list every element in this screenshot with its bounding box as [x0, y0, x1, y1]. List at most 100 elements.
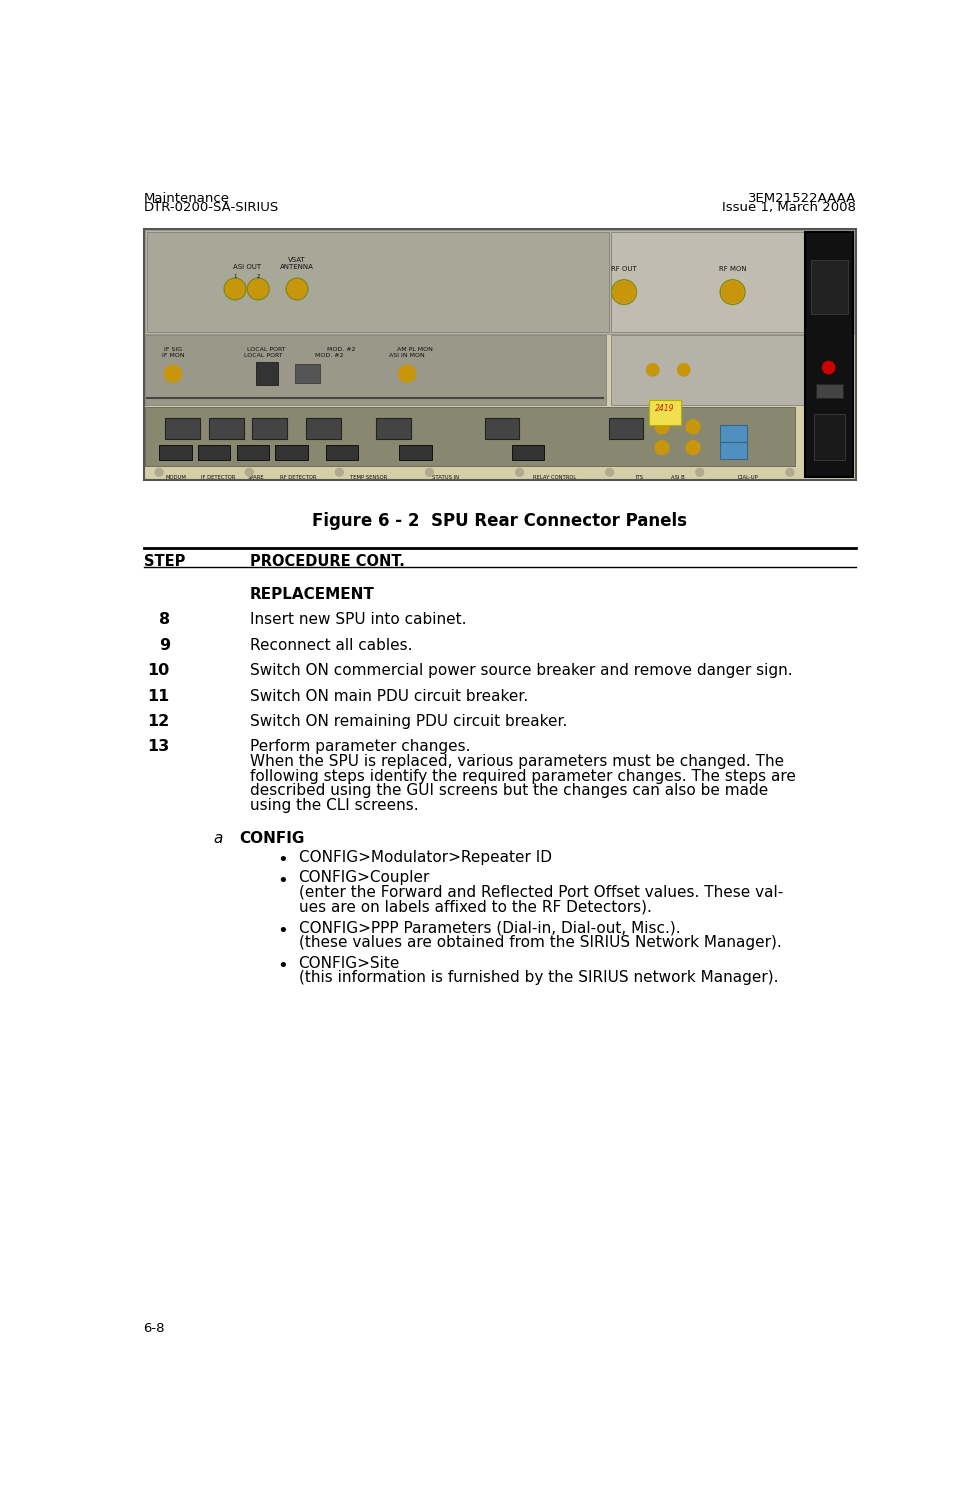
Text: DIAL-UP: DIAL-UP — [738, 476, 759, 480]
Bar — [198, 445, 230, 461]
Text: STEP: STEP — [143, 554, 185, 569]
Text: 8: 8 — [159, 613, 170, 627]
Circle shape — [425, 468, 433, 476]
Bar — [237, 445, 269, 461]
Text: 9: 9 — [159, 637, 170, 652]
Circle shape — [613, 281, 635, 304]
Text: CONFIG>Site: CONFIG>Site — [298, 956, 400, 971]
Circle shape — [696, 468, 704, 476]
Circle shape — [155, 468, 163, 476]
Bar — [166, 418, 200, 439]
Text: Insert new SPU into cabinet.: Insert new SPU into cabinet. — [250, 613, 466, 627]
Text: ues are on labels affixed to the RF Detectors).: ues are on labels affixed to the RF Dete… — [298, 900, 651, 915]
Text: SPARE: SPARE — [248, 476, 264, 480]
Text: ASI B: ASI B — [672, 476, 685, 480]
Bar — [145, 335, 606, 405]
Circle shape — [823, 361, 835, 373]
Bar — [811, 260, 848, 314]
Circle shape — [786, 468, 794, 476]
Text: Switch ON remaining PDU circuit breaker.: Switch ON remaining PDU circuit breaker. — [250, 714, 567, 729]
Circle shape — [646, 364, 659, 376]
Text: Switch ON commercial power source breaker and remove danger sign.: Switch ON commercial power source breake… — [250, 663, 793, 678]
Bar — [326, 445, 358, 461]
Bar — [253, 418, 287, 439]
Text: RF MON: RF MON — [719, 266, 747, 272]
Text: DTR-0200-SA-SIRIUS: DTR-0200-SA-SIRIUS — [143, 201, 279, 214]
Text: IF SIG: IF SIG — [164, 347, 182, 352]
Bar — [804, 233, 853, 477]
Bar — [608, 418, 644, 439]
Text: Switch ON main PDU circuit breaker.: Switch ON main PDU circuit breaker. — [250, 689, 528, 704]
Bar — [145, 406, 796, 467]
Bar — [210, 418, 245, 439]
Text: AM PL MON: AM PL MON — [397, 347, 433, 352]
Text: RELAY CONTROL: RELAY CONTROL — [532, 476, 576, 480]
Text: 10: 10 — [147, 663, 170, 678]
Text: CONFIG: CONFIG — [240, 831, 305, 846]
Bar — [294, 364, 320, 384]
Text: using the CLI screens.: using the CLI screens. — [250, 797, 418, 812]
Text: ASI IN MON: ASI IN MON — [389, 353, 425, 358]
Text: MOD. #2: MOD. #2 — [315, 353, 344, 358]
Text: MODUM: MODUM — [166, 476, 186, 480]
Bar — [400, 445, 432, 461]
Bar — [256, 362, 278, 385]
Text: Figure 6 - 2  SPU Rear Connector Panels: Figure 6 - 2 SPU Rear Connector Panels — [312, 512, 686, 530]
Text: ASI OUT: ASI OUT — [233, 264, 260, 270]
Text: a: a — [214, 831, 222, 846]
Text: (these values are obtained from the SIRIUS Network Manager).: (these values are obtained from the SIRI… — [298, 935, 781, 950]
Text: IF MON: IF MON — [162, 353, 184, 358]
Circle shape — [399, 365, 415, 382]
Text: LOCAL PORT: LOCAL PORT — [245, 353, 283, 358]
Circle shape — [335, 468, 343, 476]
Bar — [814, 414, 845, 461]
Text: 6-8: 6-8 — [143, 1323, 165, 1335]
Text: RF DETECTOR: RF DETECTOR — [281, 476, 317, 480]
Text: •: • — [278, 923, 289, 939]
Circle shape — [678, 364, 690, 376]
Circle shape — [516, 468, 524, 476]
Bar — [146, 233, 609, 332]
Bar — [485, 418, 520, 439]
Bar — [815, 385, 842, 399]
Bar — [649, 400, 682, 424]
Text: Perform parameter changes.: Perform parameter changes. — [250, 740, 470, 755]
Text: 3EM21522AAAA: 3EM21522AAAA — [748, 192, 856, 205]
Bar — [611, 335, 851, 405]
Text: STATUS IN: STATUS IN — [432, 476, 459, 480]
Text: (enter the Forward and Reflected Port Offset values. These val-: (enter the Forward and Reflected Port Of… — [298, 885, 783, 900]
Text: described using the GUI screens but the changes can also be made: described using the GUI screens but the … — [250, 784, 768, 799]
Circle shape — [246, 468, 254, 476]
Text: VSAT
ANTENNA: VSAT ANTENNA — [280, 258, 314, 270]
Text: 13: 13 — [147, 740, 170, 755]
Text: following steps identify the required parameter changes. The steps are: following steps identify the required pa… — [250, 769, 796, 784]
Circle shape — [249, 279, 267, 299]
Text: 2: 2 — [256, 275, 260, 279]
Text: CONFIG>PPP Parameters (Dial-in, Dial-out, Misc.).: CONFIG>PPP Parameters (Dial-in, Dial-out… — [298, 921, 681, 935]
Circle shape — [226, 279, 245, 299]
Text: Issue 1, March 2008: Issue 1, March 2008 — [722, 201, 856, 214]
Text: PROCEDURE CONT.: PROCEDURE CONT. — [250, 554, 405, 569]
Text: CONFIG>Modulator>Repeater ID: CONFIG>Modulator>Repeater ID — [298, 850, 552, 865]
Text: 2419: 2419 — [655, 403, 675, 412]
Text: 11: 11 — [147, 689, 170, 704]
Text: ITS: ITS — [636, 476, 644, 480]
Text: (this information is furnished by the SIRIUS network Manager).: (this information is furnished by the SI… — [298, 971, 778, 986]
Bar — [159, 445, 192, 461]
Bar — [376, 418, 410, 439]
Text: IF DETECTOR: IF DETECTOR — [201, 476, 235, 480]
Text: •: • — [278, 957, 289, 975]
Text: •: • — [278, 871, 289, 889]
Circle shape — [165, 365, 181, 382]
Bar — [721, 426, 747, 442]
Bar — [275, 445, 308, 461]
Bar — [611, 233, 851, 332]
Bar — [512, 445, 544, 461]
Bar — [306, 418, 341, 439]
Circle shape — [686, 420, 700, 433]
Circle shape — [686, 441, 700, 455]
Circle shape — [288, 279, 306, 299]
Text: CONFIG>Coupler: CONFIG>Coupler — [298, 870, 430, 885]
Circle shape — [605, 468, 613, 476]
Text: Reconnect all cables.: Reconnect all cables. — [250, 637, 412, 652]
